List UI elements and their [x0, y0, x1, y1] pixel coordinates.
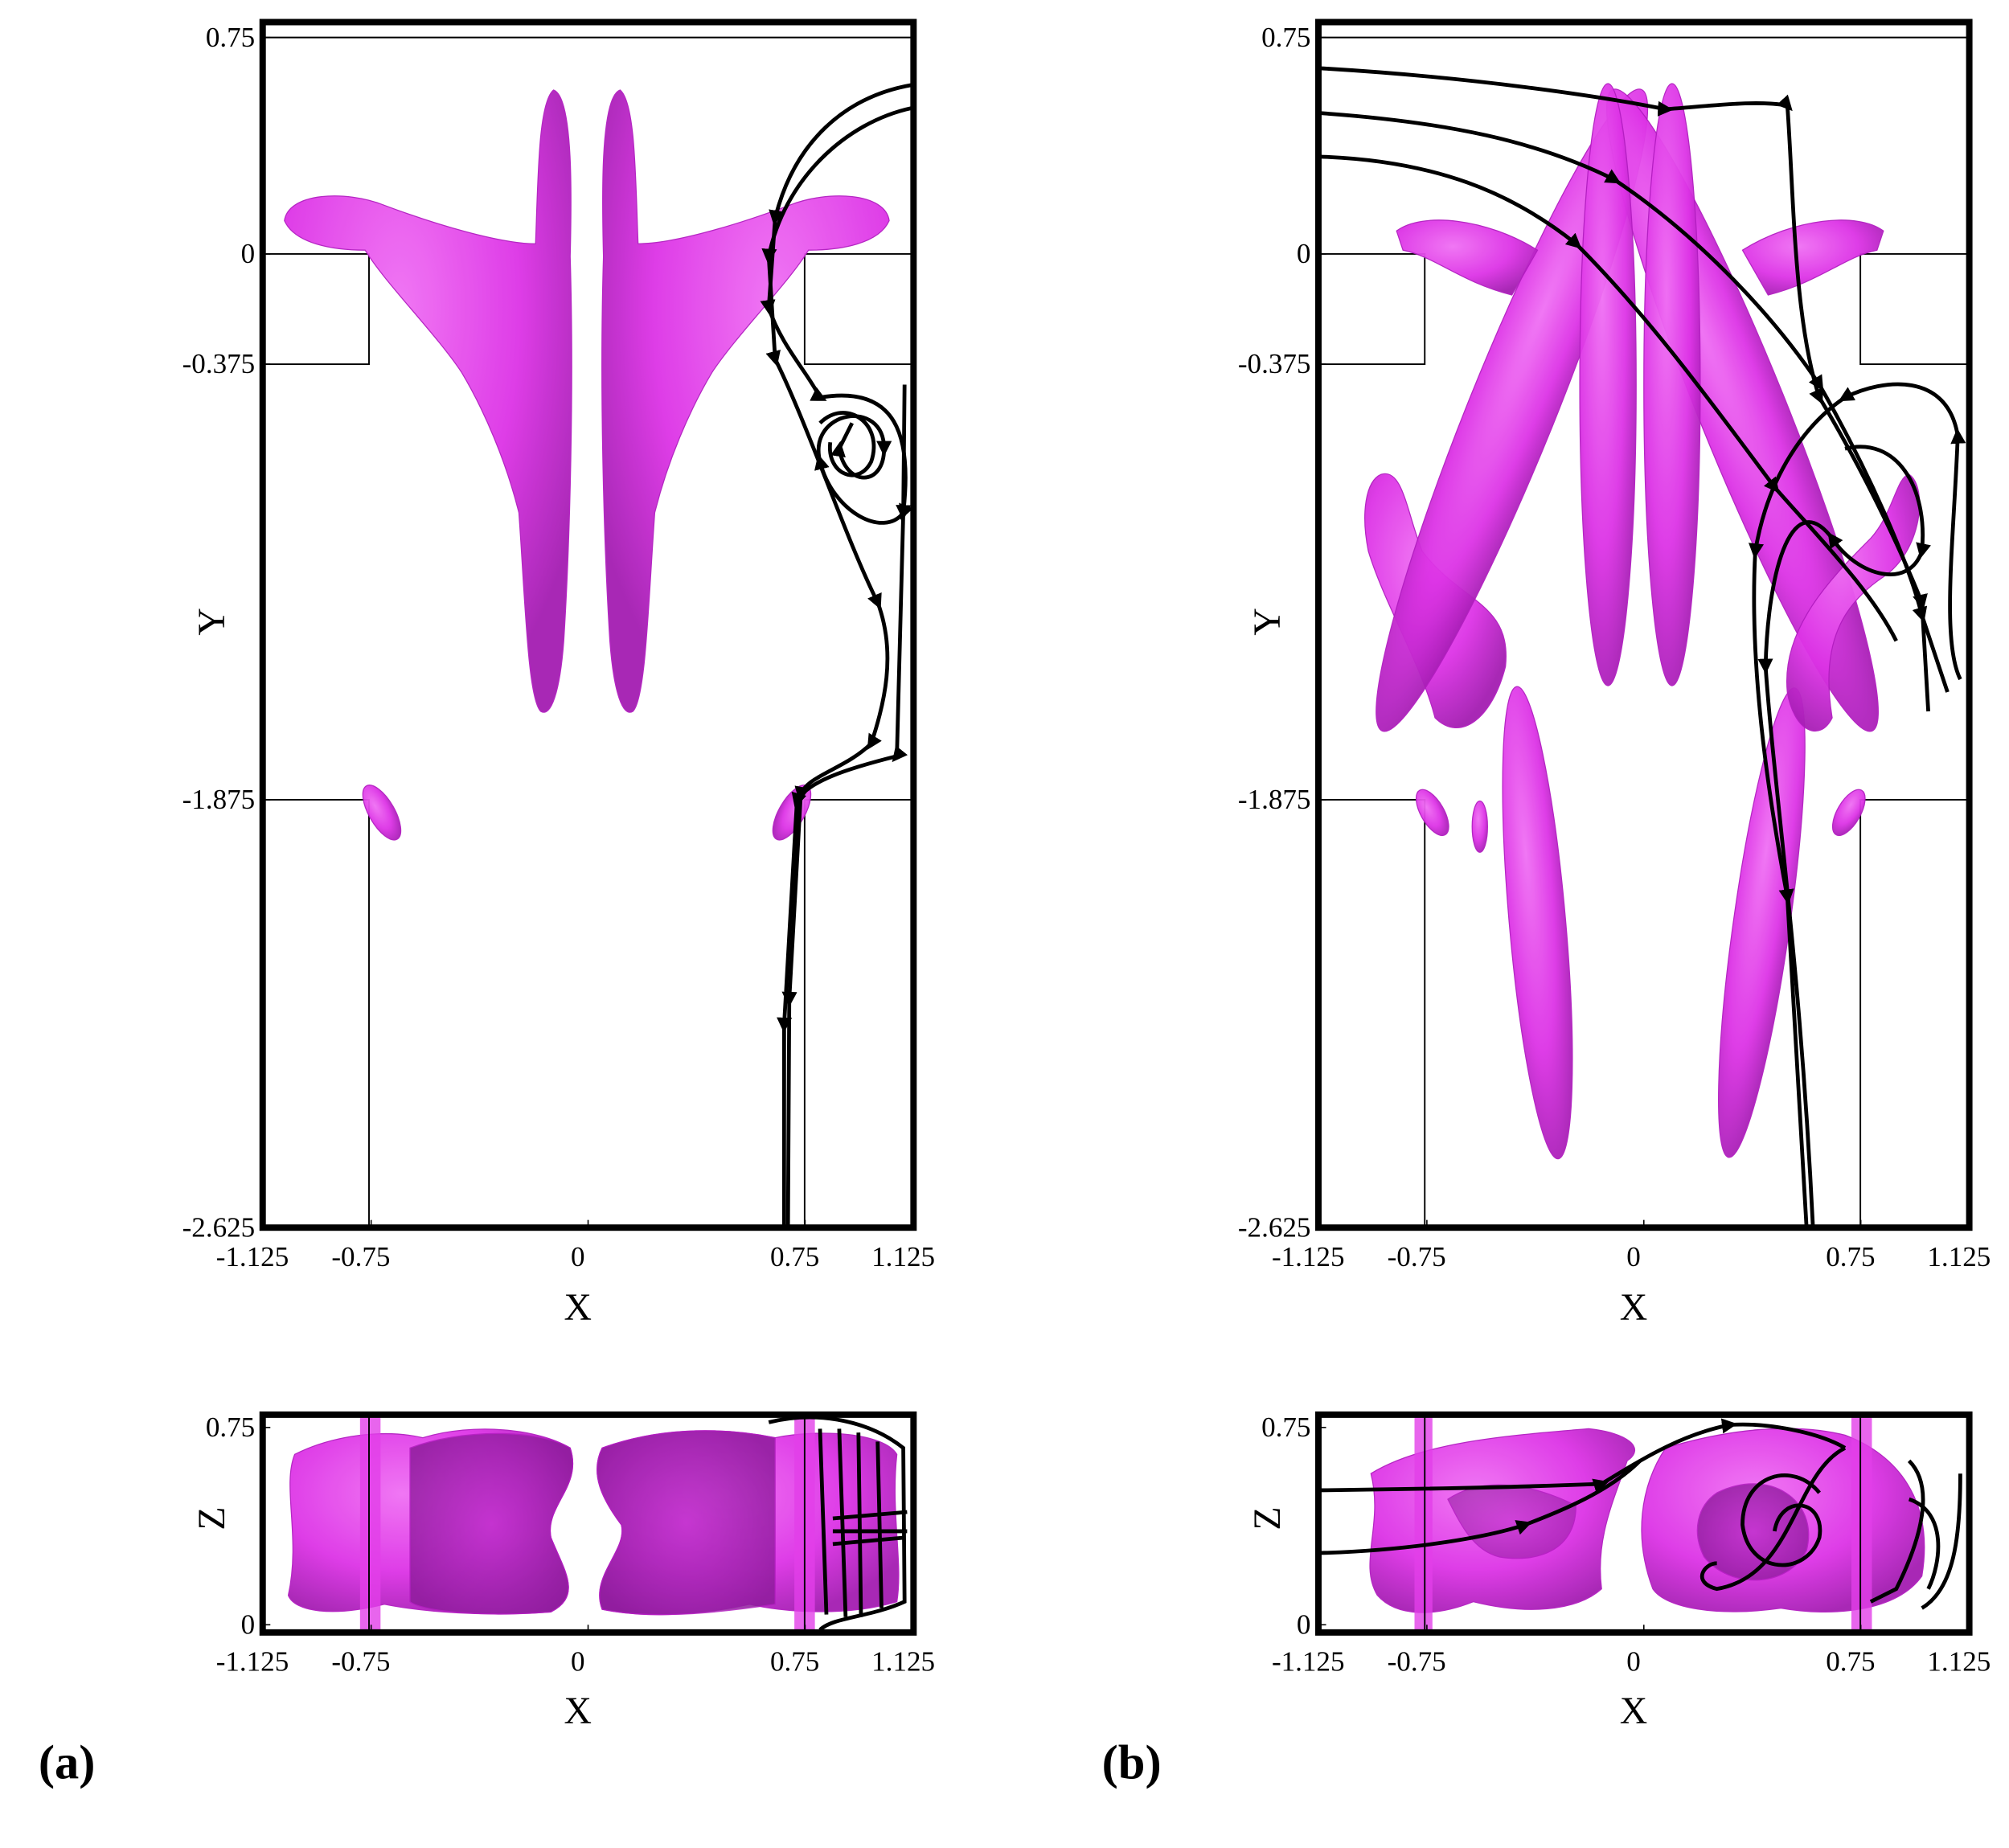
- y-tick-label: 0: [1297, 1608, 1311, 1640]
- y-tick-label: 0.75: [1261, 22, 1310, 53]
- x-tick-label: -1.125: [1272, 1646, 1345, 1678]
- panel-a-bottom-art: [287, 1414, 908, 1633]
- x-axis-label: X: [1620, 1690, 1648, 1732]
- x-tick-label: -0.75: [331, 1646, 390, 1678]
- shape: [1741, 219, 1884, 296]
- shape: [601, 89, 890, 713]
- shape: [1699, 1446, 1847, 1592]
- y-tick-label: 0: [241, 1608, 256, 1640]
- y-axis-label: Z: [1246, 1506, 1289, 1530]
- shape: [1396, 219, 1539, 296]
- y-tick-label: 0.75: [206, 1412, 255, 1443]
- y-tick-label: 0.75: [1261, 1412, 1310, 1443]
- shape: [1424, 1414, 1862, 1633]
- x-tick-label: 0.75: [770, 1241, 819, 1272]
- shape: [359, 1417, 381, 1630]
- shape: [1643, 83, 1701, 686]
- y-axis-label: Y: [1246, 608, 1289, 636]
- x-tick-label: 0: [1626, 1646, 1641, 1678]
- x-tick-label: 1.125: [871, 1646, 935, 1678]
- y-tick-label: 0: [241, 238, 256, 269]
- streamlines: [760, 83, 914, 1228]
- shape: [368, 1414, 806, 1633]
- panel-label: (b): [1102, 1736, 1162, 1790]
- x-tick-label: 0: [571, 1241, 585, 1272]
- x-tick-label: 1.125: [871, 1241, 935, 1272]
- shape: [818, 1428, 908, 1617]
- shape: [818, 411, 876, 477]
- shape: [409, 1432, 574, 1615]
- x-tick-label: -0.75: [331, 1241, 390, 1272]
- x-tick-label: -1.125: [1272, 1241, 1345, 1272]
- shape: [777, 384, 912, 1228]
- x-tick-label: 1.125: [1927, 1646, 1991, 1678]
- y-tick-label: -0.375: [182, 348, 256, 379]
- panel-b-top-art: [1318, 36, 1970, 1228]
- x-tick-label: 1.125: [1927, 1241, 1991, 1272]
- y-tick-label: 0: [1297, 238, 1311, 269]
- shape: [1414, 1417, 1433, 1630]
- x-axis-label: X: [564, 1286, 592, 1329]
- x-tick-label: 0.75: [770, 1646, 819, 1678]
- shape: [362, 785, 402, 841]
- shape: [284, 89, 572, 713]
- y-tick-label: 0.75: [206, 22, 255, 53]
- shape: [1748, 382, 1966, 1228]
- y-tick-label: -1.875: [182, 784, 256, 815]
- x-tick-label: 0.75: [1826, 1241, 1875, 1272]
- y-axis-label: Y: [191, 608, 233, 636]
- x-tick-label: -1.125: [216, 1646, 289, 1678]
- shape: [1415, 789, 1449, 837]
- vortex-left: [284, 89, 572, 841]
- x-tick-label: -0.75: [1388, 1646, 1446, 1678]
- x-tick-label: 0.75: [1826, 1646, 1875, 1678]
- x-tick-label: -0.75: [1388, 1241, 1446, 1272]
- x-tick-label: -1.125: [216, 1241, 289, 1272]
- panel-b-bottom-art: [1319, 1414, 1962, 1633]
- shape: [1579, 83, 1637, 686]
- x-axis-label: X: [1620, 1286, 1648, 1329]
- panel-a-top-art: [262, 36, 914, 1228]
- y-axis-label: Z: [191, 1506, 233, 1530]
- shape: [1696, 1483, 1810, 1581]
- shape: [1319, 1418, 1962, 1610]
- y-tick-label: -2.625: [182, 1211, 256, 1243]
- shape: [1319, 1459, 1642, 1555]
- shape: [760, 83, 914, 525]
- x-tick-label: 0: [571, 1646, 585, 1678]
- shape: [1869, 1459, 1962, 1610]
- shape: [1471, 800, 1488, 853]
- x-tick-label: 0: [1626, 1241, 1641, 1272]
- x-axis-label: X: [564, 1690, 592, 1732]
- shape: [1851, 1417, 1872, 1630]
- panel-label: (a): [39, 1736, 96, 1790]
- shape: [1831, 789, 1866, 837]
- shape: [1319, 66, 1966, 1228]
- shape: [1502, 686, 1573, 1160]
- y-tick-label: -1.875: [1238, 784, 1311, 815]
- y-tick-label: -0.375: [1238, 348, 1311, 379]
- shape: [1757, 445, 1931, 1228]
- shape: [597, 1430, 776, 1616]
- y-tick-label: -2.625: [1238, 1211, 1311, 1243]
